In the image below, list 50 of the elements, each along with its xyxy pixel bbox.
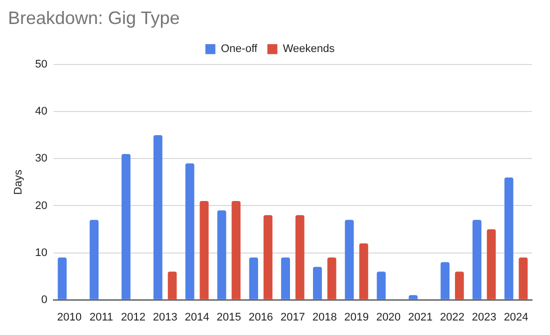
x-tick-label: 2010 [57, 311, 82, 324]
bar [518, 257, 528, 300]
bar [504, 177, 514, 300]
x-tick-label: 2018 [312, 311, 337, 324]
x-tick-label: 2023 [472, 311, 496, 324]
bar [185, 163, 194, 300]
x-tick-label: 2019 [344, 311, 369, 324]
bar [472, 220, 482, 300]
bar [122, 154, 130, 300]
bar [281, 257, 290, 300]
y-tick-label: 0 [41, 294, 48, 306]
bar [200, 201, 209, 300]
bar [232, 201, 241, 300]
bar [359, 243, 368, 300]
bar [58, 257, 67, 300]
x-tick-label: 2016 [248, 311, 274, 324]
x-tick-label: 2020 [376, 311, 401, 324]
x-tick-label: 2017 [280, 311, 305, 324]
bar [249, 257, 258, 300]
bar [486, 229, 496, 300]
bar [440, 262, 450, 300]
bar [168, 272, 177, 300]
y-tick-label: 40 [35, 106, 48, 118]
chart-title: Breakdown: Gig Type [8, 8, 180, 28]
x-tick-label: 2014 [184, 311, 210, 324]
bar [217, 210, 226, 300]
x-tick-label: 2011 [89, 311, 114, 324]
bar [264, 215, 272, 300]
x-tick-label: 2024 [504, 311, 528, 324]
bar [454, 272, 464, 300]
y-tick-label: 10 [35, 246, 48, 259]
bar [408, 295, 418, 300]
x-tick-label: 2022 [440, 311, 464, 324]
legend-label: Weekends [282, 43, 336, 56]
y-tick-label: 20 [35, 200, 48, 212]
legend-label: One-off [220, 43, 258, 56]
x-tick-label: 2015 [216, 311, 242, 324]
bar [295, 215, 304, 300]
x-tick-label: 2013 [152, 311, 178, 324]
x-tick-label: 2012 [120, 311, 146, 324]
y-tick-label: 30 [35, 152, 48, 165]
x-tick-label: 2021 [408, 311, 433, 324]
bar [344, 220, 354, 300]
y-tick-label: 50 [35, 58, 48, 71]
y-axis-title: Days [12, 169, 25, 195]
bar [153, 135, 162, 300]
bar [312, 266, 322, 300]
bar [327, 257, 336, 300]
bar [376, 272, 386, 300]
bar [90, 220, 99, 300]
